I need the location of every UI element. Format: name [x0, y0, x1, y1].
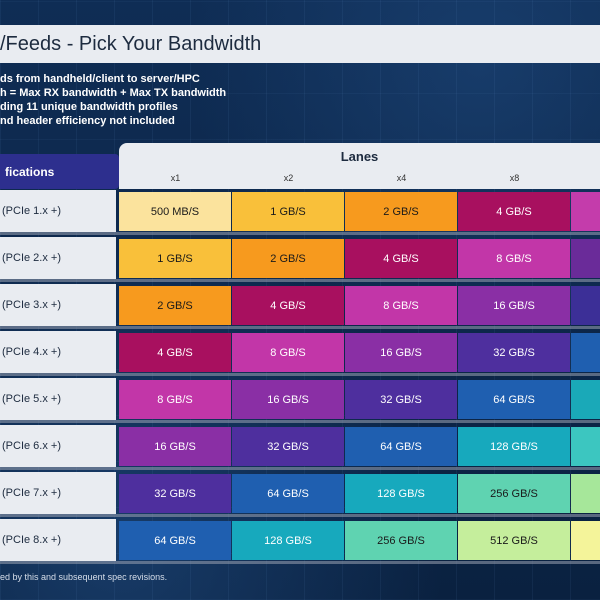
- bandwidth-cell-partial: [571, 380, 600, 419]
- bandwidth-cell: 32 GB/S: [458, 333, 570, 372]
- page-title: /Feeds - Pick Your Bandwidth: [0, 32, 262, 55]
- title-bar: /Feeds - Pick Your Bandwidth: [0, 25, 600, 63]
- row-divider: [0, 561, 600, 564]
- bandwidth-cell: 8 GB/S: [119, 380, 231, 419]
- bandwidth-cell: 128 GB/S: [458, 427, 570, 466]
- bandwidth-cell: 1 GB/S: [232, 192, 344, 231]
- bandwidth-cell: 16 GB/S: [119, 427, 231, 466]
- row-divider: [0, 279, 600, 282]
- bandwidth-cell: 64 GB/S: [345, 427, 457, 466]
- row-label: (PCIe 1.x +): [0, 190, 116, 232]
- row-divider: [0, 232, 600, 235]
- lane-label-x8: x8: [509, 173, 520, 183]
- bandwidth-cell-partial: [571, 286, 600, 325]
- row-label: (PCIe 2.x +): [0, 237, 116, 279]
- row-divider: [0, 373, 600, 376]
- bandwidth-cell: 4 GB/S: [119, 333, 231, 372]
- bandwidth-cell: 4 GB/S: [458, 192, 570, 231]
- bandwidth-cell: 2 GB/S: [119, 286, 231, 325]
- bandwidth-cell: 64 GB/S: [458, 380, 570, 419]
- bandwidth-cell: 64 GB/S: [232, 474, 344, 513]
- lanes-header: Lanes x1 x2 x4 x8: [119, 143, 600, 189]
- bandwidth-cell-partial: [571, 474, 600, 513]
- bandwidth-cell: 4 GB/S: [232, 286, 344, 325]
- row-label: (PCIe 5.x +): [0, 378, 116, 420]
- note-line: h = Max RX bandwidth + Max TX bandwidth: [0, 87, 227, 99]
- bandwidth-cell-partial: [571, 192, 600, 231]
- bandwidth-cell: 2 GB/S: [232, 239, 344, 278]
- row-divider: [0, 326, 600, 329]
- bandwidth-cell: 32 GB/S: [345, 380, 457, 419]
- bandwidth-cell: 256 GB/S: [345, 521, 457, 560]
- bandwidth-cell-partial: [571, 333, 600, 372]
- bandwidth-cell: 32 GB/S: [232, 427, 344, 466]
- bandwidth-cell: 2 GB/S: [345, 192, 457, 231]
- bandwidth-cell: 16 GB/S: [458, 286, 570, 325]
- row-label: (PCIe 3.x +): [0, 284, 116, 326]
- lane-label-x4: x4: [396, 173, 407, 183]
- row-label: (PCIe 4.x +): [0, 331, 116, 373]
- bandwidth-cell: 16 GB/S: [232, 380, 344, 419]
- bandwidth-cell: 8 GB/S: [345, 286, 457, 325]
- bandwidth-cell: 128 GB/S: [345, 474, 457, 513]
- row-divider: [0, 467, 600, 470]
- notes-list: ds from handheld/client to server/HPC h …: [0, 72, 226, 128]
- lane-label-x1: x1: [170, 173, 181, 183]
- bandwidth-cell: 8 GB/S: [458, 239, 570, 278]
- row-label: (PCIe 7.x +): [0, 472, 116, 514]
- bandwidth-cell: 500 MB/S: [119, 192, 231, 231]
- footnote: ed by this and subsequent spec revisions…: [0, 572, 168, 582]
- lanes-title: Lanes: [340, 149, 379, 164]
- note-line: ding 11 unique bandwidth profiles: [0, 101, 178, 113]
- specifications-header-label: fications: [5, 164, 55, 179]
- bandwidth-cell: 128 GB/S: [232, 521, 344, 560]
- row-divider: [0, 420, 600, 423]
- bandwidth-cell: 64 GB/S: [119, 521, 231, 560]
- bandwidth-cell: 512 GB/S: [458, 521, 570, 560]
- bandwidth-cell: 1 GB/S: [119, 239, 231, 278]
- row-label: (PCIe 8.x +): [0, 519, 116, 561]
- bandwidth-cell: 4 GB/S: [345, 239, 457, 278]
- lane-label-x2: x2: [283, 173, 294, 183]
- bandwidth-cell-partial: [571, 239, 600, 278]
- note-line: nd header efficiency not included: [0, 115, 175, 127]
- bandwidth-cell: 8 GB/S: [232, 333, 344, 372]
- bandwidth-cell: 16 GB/S: [345, 333, 457, 372]
- row-divider: [0, 514, 600, 517]
- bandwidth-cell: 256 GB/S: [458, 474, 570, 513]
- bandwidth-cell-partial: [571, 427, 600, 466]
- bandwidth-cell: 32 GB/S: [119, 474, 231, 513]
- bandwidth-cell-partial: [571, 521, 600, 560]
- row-label: (PCIe 6.x +): [0, 425, 116, 467]
- specifications-header: fications: [0, 154, 119, 189]
- note-line: ds from handheld/client to server/HPC: [0, 73, 200, 85]
